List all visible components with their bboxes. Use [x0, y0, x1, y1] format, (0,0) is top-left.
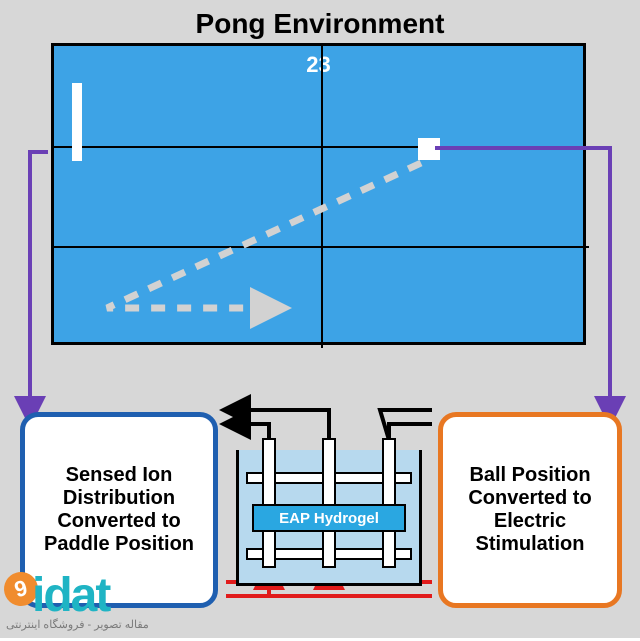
hydrogel-label-text: EAP Hydrogel — [279, 510, 379, 527]
ball-position-box: Ball Position Converted to Electric Stim… — [438, 412, 622, 608]
sensed-ion-text: Sensed Ion Distribution Converted to Pad… — [33, 464, 205, 556]
electrode-vertical — [382, 438, 396, 568]
watermark-subtitle: مقاله تصویر - فروشگاه اینترنتی — [6, 618, 149, 631]
electrode-vertical — [262, 438, 276, 568]
ball-position-text: Ball Position Converted to Electric Stim… — [451, 464, 609, 556]
electrode-vertical — [322, 438, 336, 568]
watermark-logo: idat — [32, 568, 109, 623]
hydrogel-label: EAP Hydrogel — [252, 504, 406, 532]
